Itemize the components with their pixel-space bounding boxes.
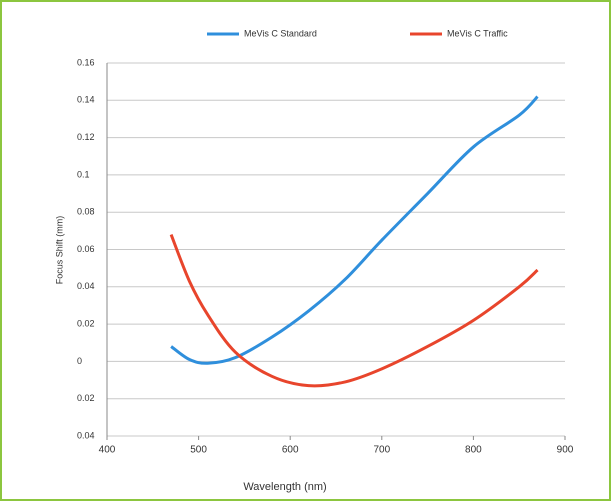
x-tick-label: 800 xyxy=(465,445,482,456)
y-tick-label: 0.04 xyxy=(77,281,95,291)
x-axis-label: Wavelength (nm) xyxy=(243,481,326,493)
y-tick-label: 0.06 xyxy=(77,244,95,254)
series-line xyxy=(170,95,539,365)
x-tick-label: 500 xyxy=(190,445,207,456)
y-tick-label: 0.02 xyxy=(77,393,95,403)
y-tick-label: 0.16 xyxy=(77,57,95,67)
y-tick-label: 0.12 xyxy=(77,132,95,142)
y-axis-label: Focus Shift (mm) xyxy=(54,216,64,285)
x-tick-label: 700 xyxy=(373,445,390,456)
series-line xyxy=(169,234,539,388)
chart: Wavelength (nm) Focus Shift (mm) 0.04 0.0… xyxy=(54,28,574,493)
x-tick-label: 400 xyxy=(99,445,116,456)
x-tick-label: 900 xyxy=(557,445,574,456)
legend-label: MeVis C Traffic xyxy=(447,28,508,38)
legend-label: MeVis C Standard xyxy=(244,28,317,38)
y-tick-label: 0.04 xyxy=(77,430,95,440)
y-tick-label: 0.02 xyxy=(77,318,95,328)
x-tick-label: 600 xyxy=(282,445,299,456)
y-tick-label: 0.1 xyxy=(77,169,90,179)
y-tick-label: 0 xyxy=(77,356,82,366)
y-tick-label: 0.08 xyxy=(77,207,95,217)
y-tick-label: 0.14 xyxy=(77,95,95,105)
